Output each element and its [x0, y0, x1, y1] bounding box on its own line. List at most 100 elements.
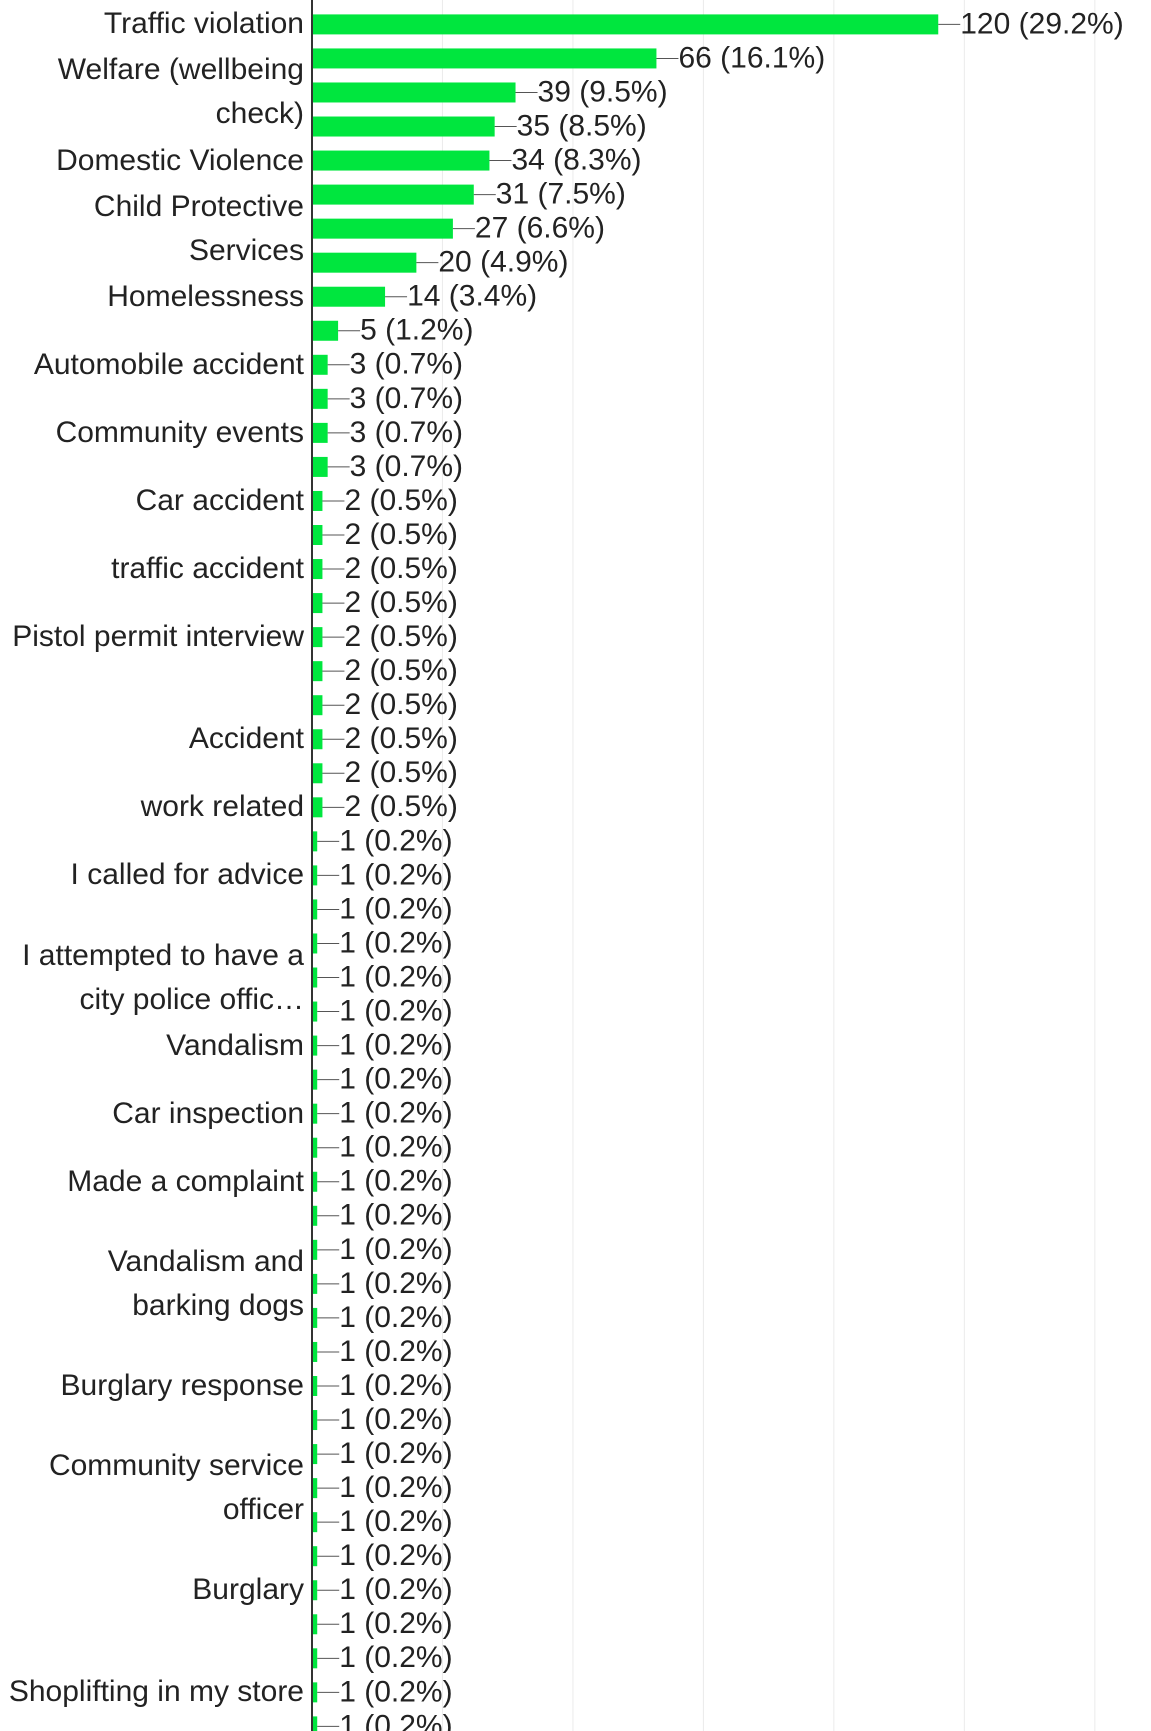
bar: [312, 1682, 318, 1703]
value-label: 1 (0.2%): [339, 960, 452, 993]
bar: [312, 763, 323, 784]
value-label: 1 (0.2%): [339, 1607, 452, 1640]
value-label: 2 (0.5%): [344, 484, 457, 517]
value-label: 1 (0.2%): [339, 926, 452, 959]
value-label: 31 (7.5%): [496, 178, 626, 211]
bar: [312, 1546, 318, 1567]
bar: [312, 1069, 318, 1090]
bar: [312, 82, 516, 103]
bar: [312, 559, 323, 580]
bar: [312, 1716, 318, 1731]
value-label: 1 (0.2%): [339, 1029, 452, 1062]
value-label: 1 (0.2%): [339, 1505, 452, 1538]
value-label: 2 (0.5%): [344, 756, 457, 789]
y-tick-label: Vandalism: [166, 1028, 304, 1062]
value-label: 1 (0.2%): [339, 824, 452, 857]
value-label: 3 (0.7%): [350, 416, 463, 449]
bar: [312, 388, 328, 409]
bar: [312, 490, 323, 511]
y-tick-label: Accident: [188, 722, 304, 756]
value-label: 3 (0.7%): [350, 450, 463, 483]
bar: [312, 1001, 318, 1022]
y-tick-label: Shoplifting in my store: [8, 1675, 304, 1709]
bar: [312, 354, 328, 375]
y-tick-label: Welfare (wellbeing check): [57, 53, 304, 131]
bar: [312, 1580, 318, 1601]
bar: [312, 1376, 318, 1396]
bar: [312, 150, 490, 171]
bar: [312, 1273, 318, 1294]
bar: [312, 1410, 318, 1431]
y-tick-label: Traffic violation: [103, 7, 304, 41]
value-label: 1 (0.2%): [339, 892, 452, 925]
y-tick-label: Made a complaint: [67, 1164, 304, 1198]
value-label: 1 (0.2%): [339, 1199, 452, 1232]
y-tick-label: Burglary response: [60, 1369, 304, 1402]
bar: [312, 422, 328, 443]
y-tick-label: I attempted to have a city police offic…: [22, 938, 304, 1016]
y-tick-label: Burglary: [192, 1573, 304, 1607]
bar: [312, 1512, 318, 1533]
value-label: 2 (0.5%): [344, 790, 457, 823]
value-label: 2 (0.5%): [344, 552, 457, 585]
value-label: 1 (0.2%): [339, 1573, 452, 1606]
y-tick-label: Homelessness: [107, 279, 304, 313]
value-label: 66 (16.1%): [678, 41, 825, 74]
value-label: 14 (3.4%): [407, 280, 537, 313]
value-label: 1 (0.2%): [339, 1641, 452, 1674]
value-label: 1 (0.2%): [339, 1709, 452, 1731]
value-label: 1 (0.2%): [339, 1097, 452, 1130]
bar: [312, 967, 318, 988]
bar: [312, 1239, 318, 1260]
y-tick-label: Car inspection: [112, 1096, 304, 1130]
bar: [312, 627, 323, 648]
bar: [312, 1341, 318, 1362]
bar: [312, 252, 417, 273]
value-label: 3 (0.7%): [350, 348, 463, 381]
value-label: 1 (0.2%): [339, 1369, 452, 1402]
bar: [312, 218, 453, 239]
value-label: 1 (0.2%): [339, 1675, 452, 1708]
value-label: 120 (29.2%): [960, 7, 1123, 40]
value-label: 1 (0.2%): [339, 1539, 452, 1572]
y-tick-label: Community service officer: [48, 1449, 304, 1527]
y-tick-label: Automobile accident: [33, 347, 304, 381]
y-tick-label: work related: [140, 790, 304, 824]
value-label: 34 (8.3%): [511, 143, 641, 176]
bar: [312, 1614, 318, 1635]
y-tick-label: Car accident: [135, 483, 304, 517]
bar: [312, 286, 386, 307]
value-label: 2 (0.5%): [344, 722, 457, 755]
value-label: 1 (0.2%): [339, 1165, 452, 1198]
y-tick-label: Pistol permit interview: [12, 620, 304, 654]
value-label: 2 (0.5%): [344, 654, 457, 687]
value-label: 2 (0.5%): [344, 620, 457, 653]
bar: [312, 456, 328, 477]
value-label: 35 (8.5%): [517, 109, 647, 142]
y-tick-label: Child Protective Services: [93, 189, 304, 267]
bar: [312, 933, 318, 954]
value-label: 1 (0.2%): [339, 1063, 452, 1096]
bar: [312, 1035, 318, 1056]
value-label: 1 (0.2%): [339, 1403, 452, 1436]
value-label: 1 (0.2%): [339, 1267, 452, 1300]
bar: [312, 899, 318, 920]
y-tick-label: Community events: [55, 415, 304, 449]
bar: [312, 320, 339, 341]
value-label: 1 (0.2%): [339, 1233, 452, 1266]
value-label: 1 (0.2%): [339, 1335, 452, 1368]
y-tick-label: I called for advice: [70, 858, 304, 892]
bar: [312, 1307, 318, 1328]
bar: [312, 1648, 318, 1669]
value-label: 1 (0.2%): [339, 1437, 452, 1470]
value-label: 1 (0.2%): [339, 858, 452, 891]
value-label: 1 (0.2%): [339, 1131, 452, 1164]
value-label: 27 (6.6%): [475, 212, 605, 245]
bar: [312, 661, 323, 682]
bar: [312, 797, 323, 818]
bar: [312, 1171, 318, 1192]
value-label: 1 (0.2%): [339, 1471, 452, 1504]
value-label: 3 (0.7%): [350, 382, 463, 415]
